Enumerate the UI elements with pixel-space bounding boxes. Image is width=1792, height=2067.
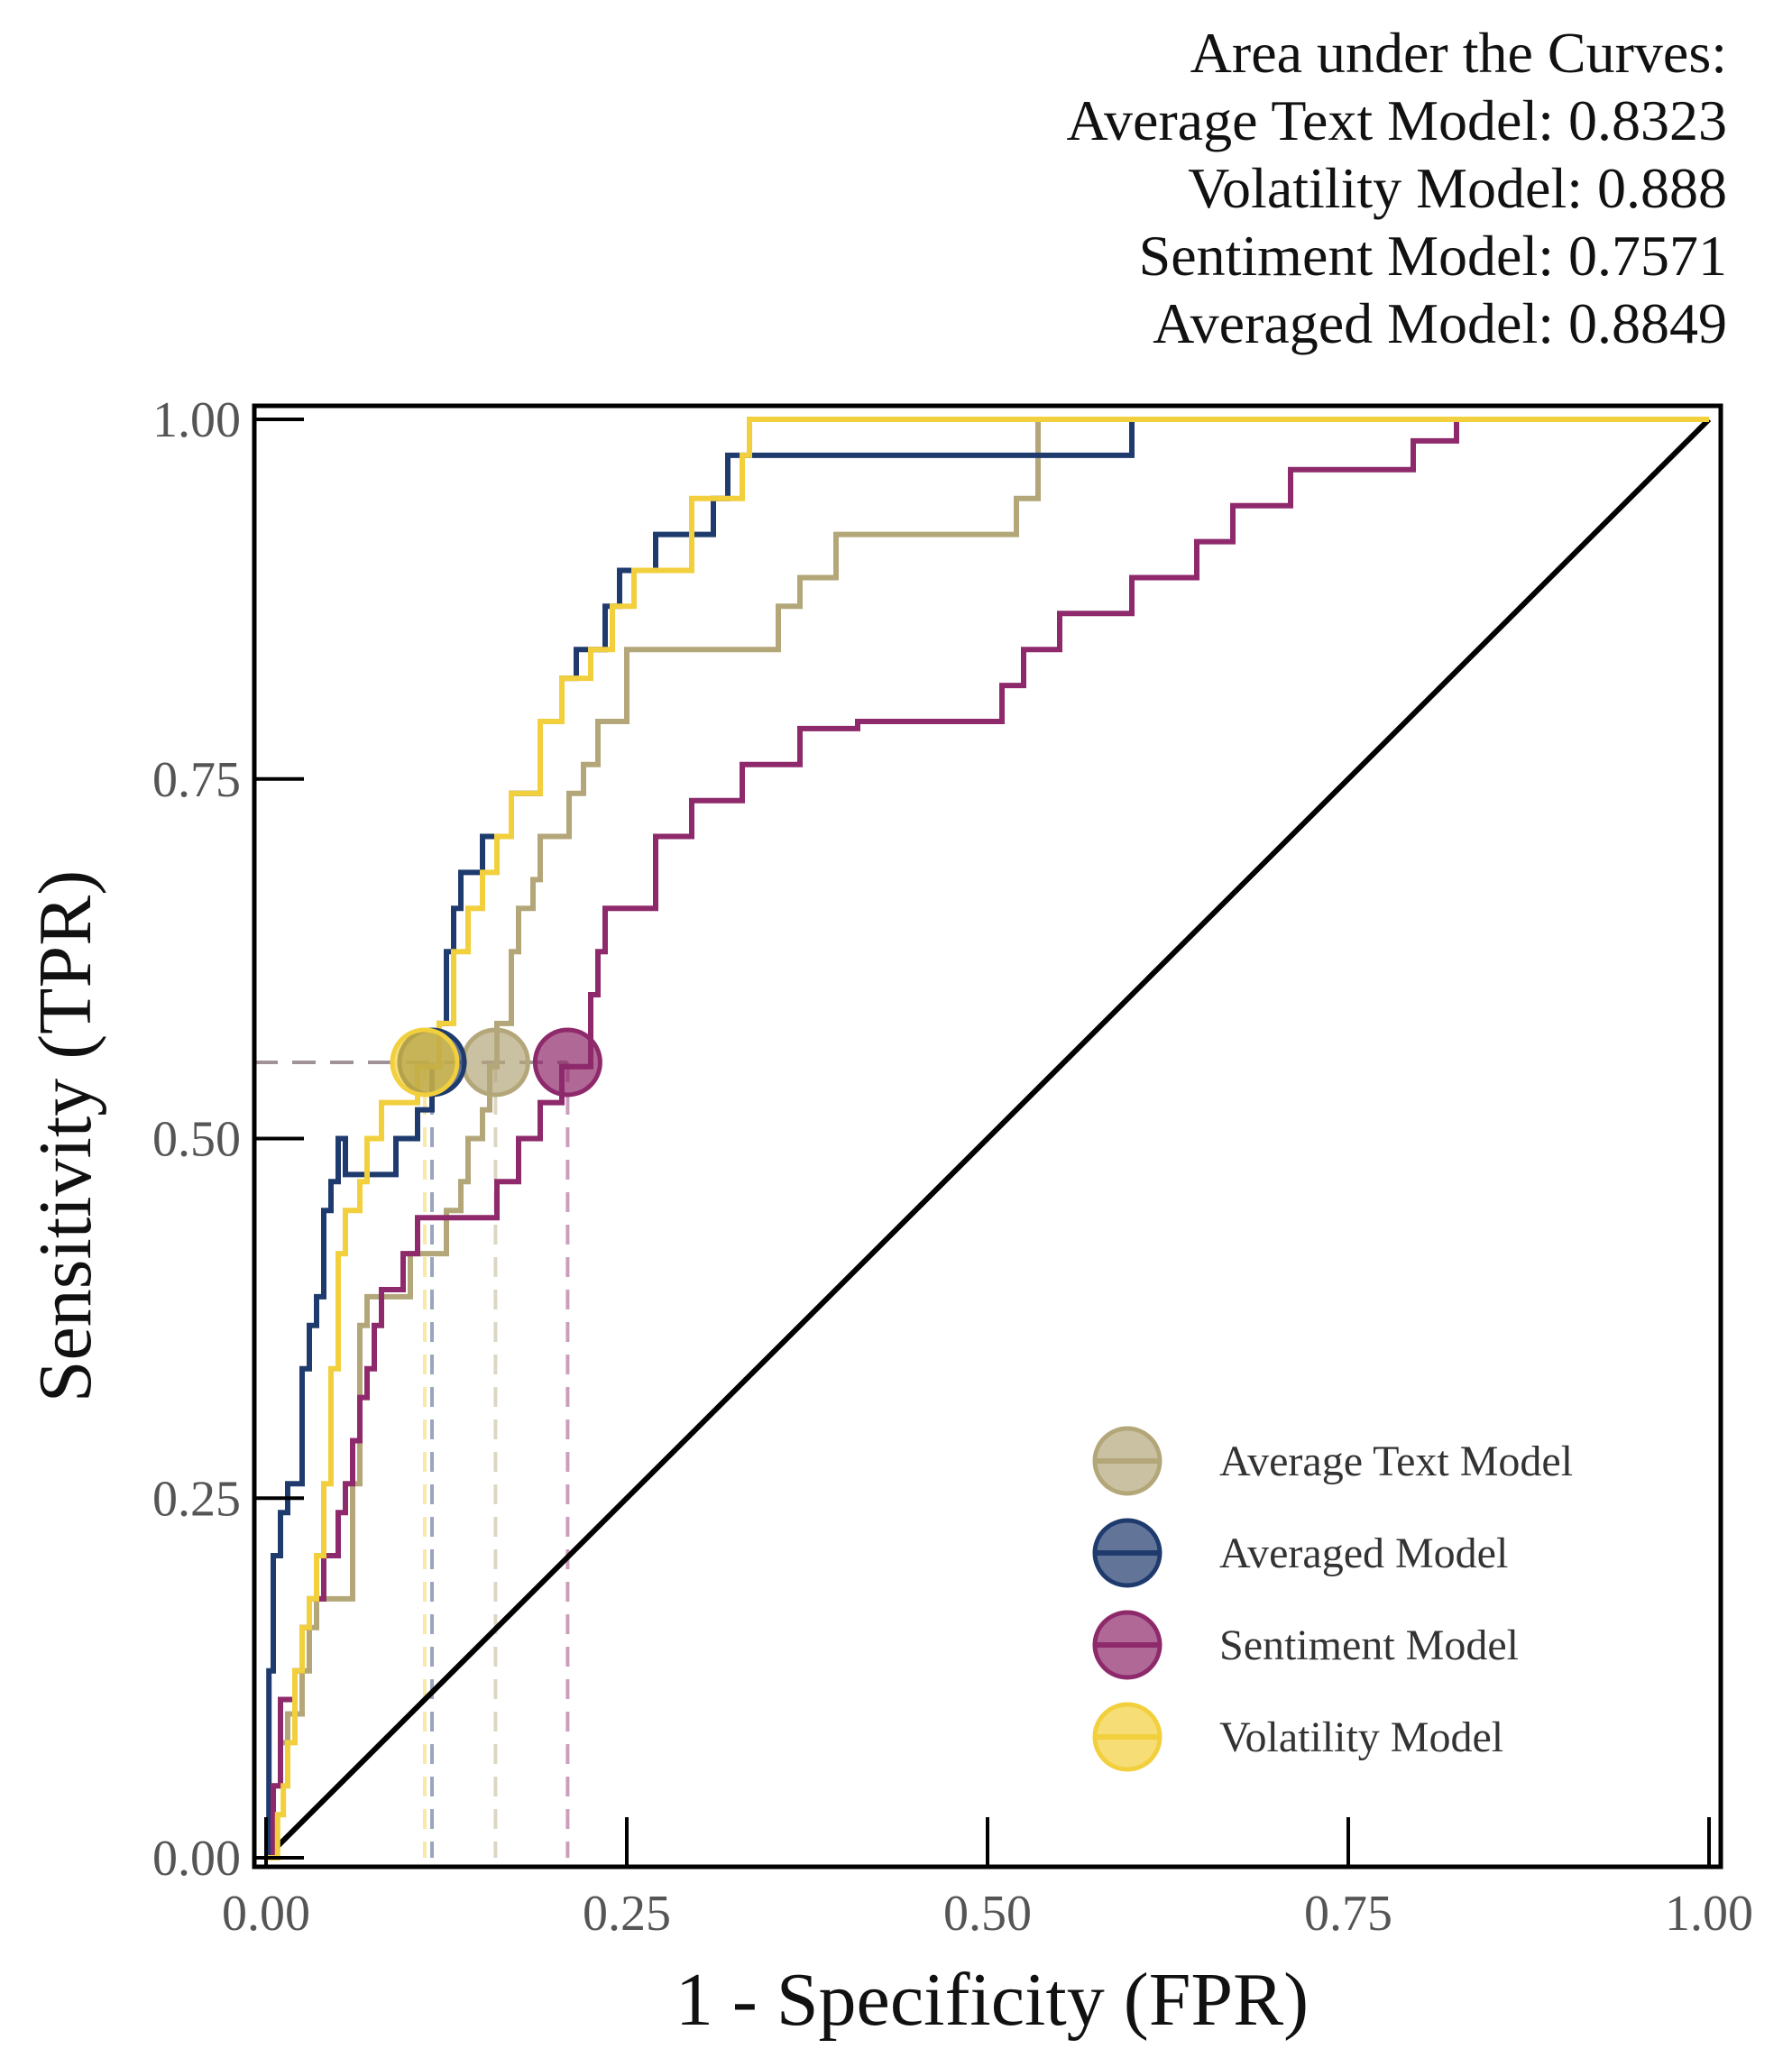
auc-annotation-block: Area under the Curves: Average Text Mode… xyxy=(1066,21,1727,355)
x-tick-label: 1.00 xyxy=(1665,1886,1753,1942)
auc-title: Area under the Curves: xyxy=(1190,21,1727,85)
y-tick-label: 0.75 xyxy=(152,752,241,808)
legend-label-volatility-model: Volatility Model xyxy=(1219,1713,1503,1761)
x-tick-label: 0.50 xyxy=(943,1886,1032,1942)
chance-diagonal-line xyxy=(263,417,1712,1860)
plot-area: 0.000.00 0.25 0.25 0.50 0.50 0.75 0.75 1.00 1.00… xyxy=(152,392,1753,1942)
y-tick-label: 0.00 xyxy=(152,1831,241,1887)
x-tick-label: 0.00 xyxy=(222,1886,310,1942)
auc-sentiment-model: Sentiment Model: 0.7571 xyxy=(1139,224,1727,288)
y-tick-label: 0.25 xyxy=(152,1471,241,1527)
volatility-model-operating-point xyxy=(390,1027,460,1098)
average-text-model-operating-point xyxy=(460,1027,530,1098)
auc-average-text-model: Average Text Model: 0.8323 xyxy=(1066,88,1727,152)
legend-label-average-text-model: Average Text Model xyxy=(1219,1438,1573,1485)
x-tick-label: 0.75 xyxy=(1304,1886,1392,1942)
y-tick-label: 0.50 xyxy=(152,1112,241,1168)
sentiment-model-operating-point xyxy=(532,1027,602,1098)
auc-volatility-model: Volatility Model: 0.888 xyxy=(1188,156,1727,220)
y-axis-title: Sensitivity (TPR) xyxy=(23,870,107,1402)
x-axis-title: 1 - Specificity (FPR) xyxy=(675,1958,1309,2042)
legend-label-averaged-model: Averaged Model xyxy=(1219,1530,1508,1577)
x-tick-label: 0.25 xyxy=(583,1886,671,1942)
auc-averaged-model: Averaged Model: 0.8849 xyxy=(1153,291,1727,355)
legend-label-sentiment-model: Sentiment Model xyxy=(1219,1621,1519,1669)
y-tick-label: 1.00 xyxy=(152,392,241,448)
